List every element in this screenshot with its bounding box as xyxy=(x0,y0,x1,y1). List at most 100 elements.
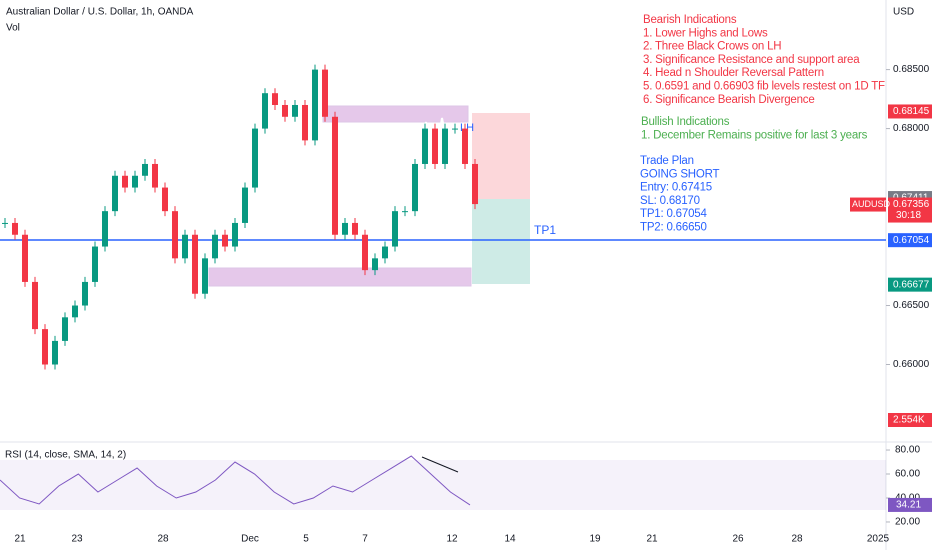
candle-body xyxy=(472,163,478,205)
annotation-line: SL: 0.68170 xyxy=(640,195,700,207)
annotation-line: 1. Lower Highs and Lows xyxy=(643,27,768,39)
support-zone xyxy=(208,267,472,287)
y-tick-label: 0.66500 xyxy=(893,300,930,311)
annotation-line: 1. December Remains positive for last 3 … xyxy=(641,129,868,141)
rsi-title: RSI (14, close, SMA, 14, 2) xyxy=(5,450,126,461)
candle-body xyxy=(112,175,118,212)
annotation-line: 6. Significance Bearish Divergence xyxy=(643,94,815,106)
candle-body xyxy=(252,128,258,188)
annotation-line: GOING SHORT xyxy=(640,168,720,180)
x-tick-label: 28 xyxy=(791,534,803,545)
candle-body xyxy=(102,211,108,247)
candle-body xyxy=(92,246,98,282)
candle-body xyxy=(412,163,418,212)
candle-body xyxy=(212,234,218,259)
candle-body xyxy=(422,128,428,164)
annotation-title: Trade Plan xyxy=(640,155,694,167)
candle-body xyxy=(82,281,88,306)
rsi-tick-label: 80.00 xyxy=(895,445,920,456)
candle-body xyxy=(182,234,188,259)
resistance-zone xyxy=(322,105,469,123)
rsi-line xyxy=(0,455,471,506)
price-badge-label: 0.67054 xyxy=(893,235,930,246)
candle-body xyxy=(402,211,408,213)
volume-label: 2.554K xyxy=(893,415,925,426)
symbol-badge xyxy=(850,197,886,212)
price-badge xyxy=(888,233,932,248)
candle-body xyxy=(152,163,158,188)
x-tick-label: 5 xyxy=(303,534,309,545)
annotation-line: 2. Three Black Crows on LH xyxy=(643,41,781,53)
candle-body xyxy=(292,104,298,117)
rsi-badge-label: 34.21 xyxy=(896,500,921,511)
x-tick-label: 26 xyxy=(732,534,744,545)
candle-body xyxy=(192,234,198,294)
candle-body xyxy=(122,175,128,188)
candle-body xyxy=(22,234,28,282)
candle-body xyxy=(282,104,288,117)
y-tick-label: 0.68500 xyxy=(893,64,930,75)
candle-body xyxy=(242,187,248,223)
countdown: 30:18 xyxy=(896,210,921,221)
candle-body xyxy=(352,222,358,235)
annotation-title: Bullish Indications xyxy=(641,116,730,128)
x-tick-label: 19 xyxy=(589,534,601,545)
annotation-line: Entry: 0.67415 xyxy=(640,182,712,194)
candle-body xyxy=(32,281,38,330)
candle-body xyxy=(202,258,208,294)
candle-body xyxy=(302,104,308,141)
candle-body xyxy=(72,305,78,318)
candle-body xyxy=(142,163,148,176)
annotation-line: 5. 0.6591 and 0.66903 fib levels restest… xyxy=(643,81,885,93)
price-badge-label: 0.68145 xyxy=(893,106,930,117)
x-tick-label: 12 xyxy=(446,534,458,545)
candle-body xyxy=(52,340,58,365)
candle-body xyxy=(432,128,438,164)
candle-body xyxy=(12,222,18,235)
candle-body xyxy=(342,222,348,235)
x-tick-label: 28 xyxy=(157,534,169,545)
target-zone xyxy=(472,199,530,284)
tp1-label: TP1 xyxy=(534,223,556,237)
symbol-title: Australian Dollar / U.S. Dollar, 1h, OAN… xyxy=(6,7,194,18)
symbol-label: AUDUSD xyxy=(852,199,891,209)
candle-body xyxy=(452,128,458,130)
candle-body xyxy=(382,246,388,259)
candle-body xyxy=(332,116,338,235)
last-price-badge xyxy=(888,197,932,223)
price-badge xyxy=(888,277,932,292)
x-tick-label: 21 xyxy=(14,534,26,545)
price-badge xyxy=(888,104,932,119)
candle-body xyxy=(42,329,48,365)
candle-body xyxy=(442,128,448,164)
candle-body xyxy=(362,234,368,271)
volume-badge xyxy=(888,413,932,427)
divergence-line xyxy=(421,456,459,473)
candle-body xyxy=(262,93,268,129)
currency: USD xyxy=(893,7,914,18)
candle-body xyxy=(462,128,468,164)
x-tick-label: 7 xyxy=(362,534,368,545)
x-tick-label: Dec xyxy=(241,534,259,545)
candle-body xyxy=(132,175,138,188)
rsi-badge xyxy=(888,497,932,512)
candle-body xyxy=(312,69,318,141)
x-tick-label: 21 xyxy=(646,534,658,545)
candle-body xyxy=(272,93,278,105)
x-tick-label: 14 xyxy=(504,534,516,545)
y-tick-label: 0.68000 xyxy=(893,123,930,134)
candle-body xyxy=(62,317,68,341)
y-tick-label: 0.66000 xyxy=(893,359,930,370)
candle-body xyxy=(222,234,228,247)
candle-body xyxy=(322,69,328,117)
annotation-title: Bearish Indications xyxy=(643,14,737,26)
candle-body xyxy=(2,222,8,224)
x-tick-label: 2025 xyxy=(867,534,890,545)
annotation-line: 3. Significance Resistance and support a… xyxy=(643,54,860,66)
stop-zone xyxy=(472,113,530,199)
neckline xyxy=(416,164,471,173)
candle-body xyxy=(232,222,238,247)
candle-body xyxy=(172,211,178,259)
